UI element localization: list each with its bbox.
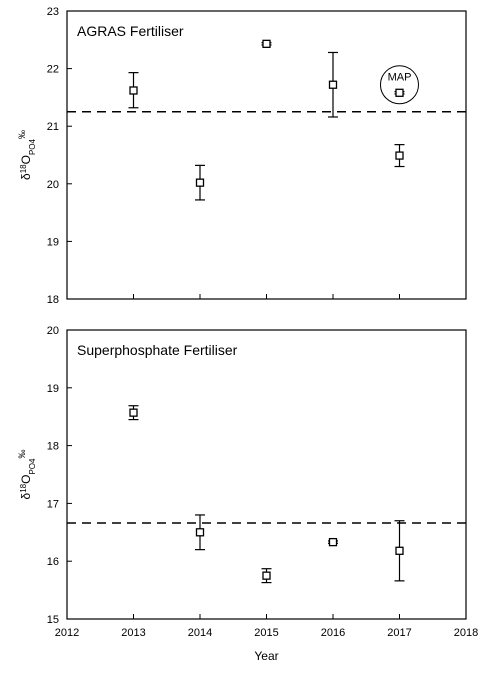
y-tick-label: 18 bbox=[47, 441, 59, 453]
data-point bbox=[394, 144, 405, 168]
ylabel-unit: ‰ bbox=[17, 130, 27, 139]
data-point bbox=[261, 39, 272, 48]
y-axis-title: δ18OPO4‰ bbox=[17, 130, 37, 180]
ylabel-unit: ‰ bbox=[17, 450, 27, 459]
x-ticks: 2012 2013 2014 2015 2016 2017 2018 bbox=[55, 614, 478, 639]
y-tick-label: 19 bbox=[47, 383, 59, 395]
ylabel-delta: δ bbox=[19, 173, 33, 180]
x-tick-label: 2016 bbox=[321, 627, 345, 639]
y-tick-label: 21 bbox=[47, 121, 59, 133]
square-marker bbox=[395, 546, 404, 555]
data-point bbox=[394, 88, 405, 97]
ylabel-sup: 18 bbox=[19, 483, 28, 492]
y-tick-label: 18 bbox=[47, 294, 59, 306]
data-point bbox=[261, 568, 272, 584]
x-tick-label: 2015 bbox=[254, 627, 278, 639]
y-tick-label: 16 bbox=[47, 556, 59, 568]
square-marker bbox=[129, 86, 138, 95]
x-ticks bbox=[66, 294, 467, 299]
x-axis-title: Year bbox=[254, 649, 278, 663]
ylabel-sub: PO4 bbox=[28, 138, 37, 155]
y-tick-label: 17 bbox=[47, 498, 59, 510]
ylabel-sup: 18 bbox=[19, 164, 28, 173]
ylabel-main: O bbox=[19, 155, 33, 164]
data-points bbox=[128, 405, 405, 584]
square-marker bbox=[262, 571, 271, 580]
y-tick-label: 20 bbox=[47, 325, 59, 337]
ylabel-sub: PO4 bbox=[28, 458, 37, 475]
y-ticks: 15 16 17 18 19 20 bbox=[47, 325, 72, 626]
x-tick-label: 2014 bbox=[188, 627, 212, 639]
data-point bbox=[328, 51, 338, 118]
data-point bbox=[328, 537, 338, 547]
square-marker bbox=[395, 88, 404, 97]
square-marker bbox=[328, 537, 338, 547]
data-point bbox=[195, 164, 205, 201]
x-tick-label: 2017 bbox=[387, 627, 411, 639]
annotation-circle bbox=[380, 65, 419, 105]
y-tick-label: 20 bbox=[47, 179, 59, 191]
data-point bbox=[394, 520, 405, 582]
x-tick-label: 2012 bbox=[55, 627, 79, 639]
data-points bbox=[128, 39, 405, 201]
ylabel-delta: δ bbox=[19, 492, 33, 499]
y-tick-label: 23 bbox=[47, 6, 59, 18]
y-tick-label: 22 bbox=[47, 64, 59, 76]
x-tick-label: 2013 bbox=[121, 627, 145, 639]
ylabel-main: O bbox=[19, 475, 33, 484]
data-point bbox=[128, 72, 139, 109]
panel-title: AGRAS Fertiliser bbox=[77, 23, 184, 39]
y-ticks: 18 19 20 21 22 23 bbox=[47, 6, 72, 306]
square-marker bbox=[262, 39, 271, 48]
y-tick-label: 19 bbox=[47, 236, 59, 248]
annotation-label: MAP bbox=[388, 72, 412, 84]
y-tick-label: 15 bbox=[47, 614, 59, 626]
x-tick-label: 2018 bbox=[454, 627, 478, 639]
square-marker bbox=[195, 528, 205, 537]
data-point bbox=[128, 405, 139, 421]
square-marker bbox=[195, 178, 205, 187]
y-axis-title: δ18OPO4‰ bbox=[17, 450, 37, 500]
plot-frame bbox=[66, 10, 467, 300]
panel-title: Superphosphate Fertiliser bbox=[77, 342, 238, 358]
square-marker bbox=[328, 80, 338, 89]
square-marker bbox=[395, 151, 404, 160]
data-point bbox=[195, 514, 205, 551]
square-marker bbox=[129, 408, 138, 417]
